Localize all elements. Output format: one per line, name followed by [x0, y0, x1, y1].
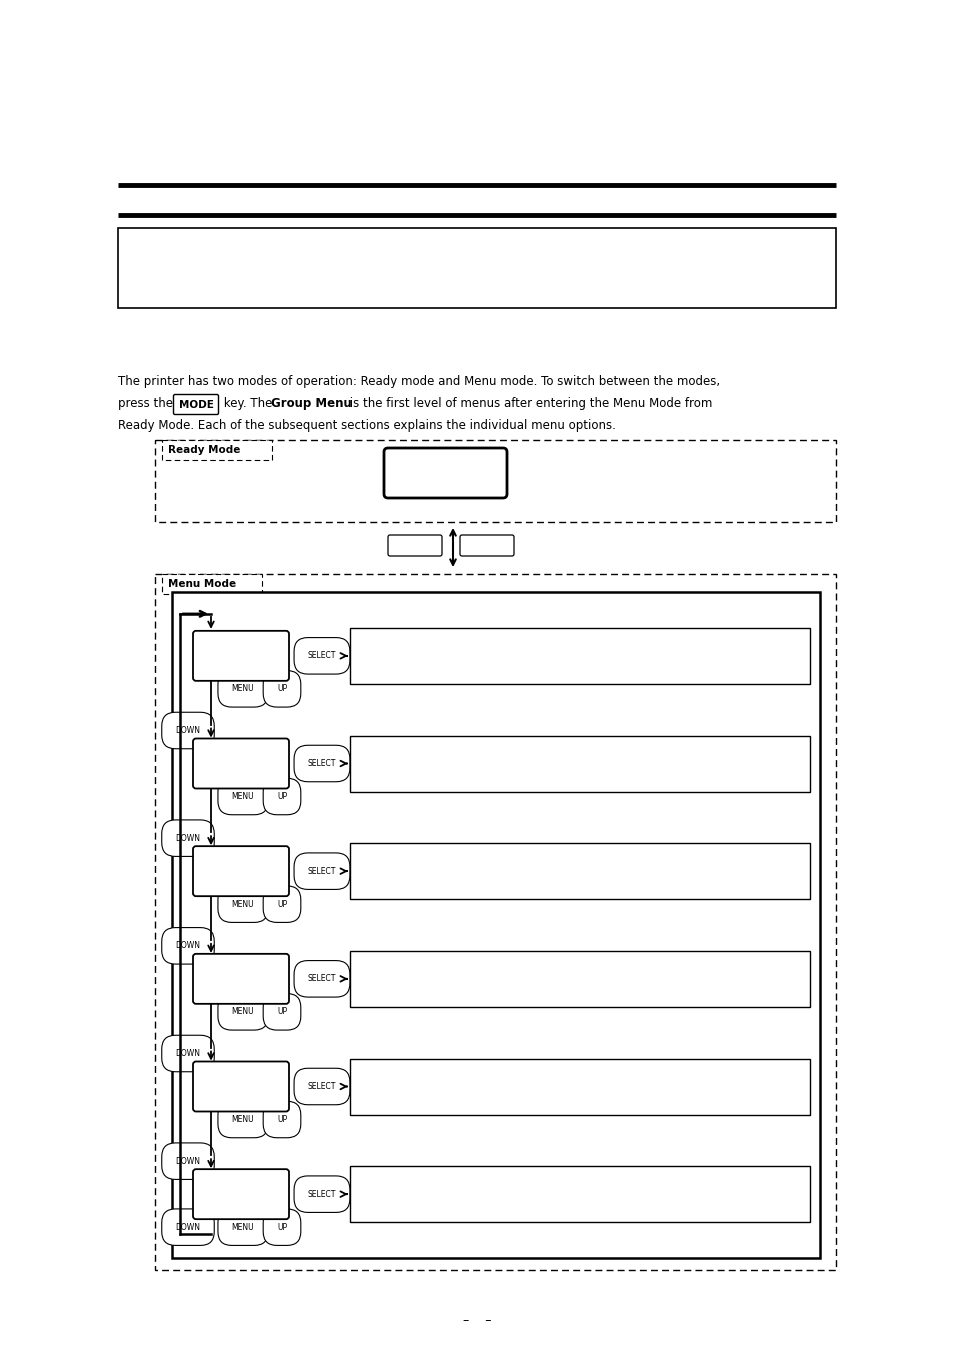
FancyBboxPatch shape — [350, 951, 809, 1006]
Text: or: or — [264, 1008, 272, 1016]
Text: or: or — [264, 685, 272, 693]
Text: perform a head error check. See Section 6.7: perform a head error check. See Section … — [357, 1206, 589, 1216]
FancyBboxPatch shape — [350, 1058, 809, 1115]
Text: Setup: Setup — [202, 662, 241, 671]
Text: memory. See Section 6.6: memory. See Section 6.6 — [357, 1098, 488, 1109]
Text: MENU: MENU — [232, 792, 254, 801]
Text: DOWN: DOWN — [175, 1156, 200, 1166]
Text: * System: * System — [202, 757, 253, 766]
Text: SELECT: SELECT — [308, 867, 335, 875]
Text: MODE: MODE — [178, 400, 213, 409]
Text: UP: UP — [276, 685, 287, 693]
Text: printing method and page format. See Section 6.2: printing method and page format. See Sec… — [357, 667, 620, 678]
Text: SELECT: SELECT — [308, 974, 335, 984]
Text: press the: press the — [118, 397, 176, 409]
FancyBboxPatch shape — [193, 846, 289, 896]
Text: DOWN: DOWN — [175, 725, 200, 735]
FancyBboxPatch shape — [350, 735, 809, 792]
Text: Menu Mode: Menu Mode — [168, 580, 236, 589]
Text: Ready Mode. Each of the subsequent sections explains the individual menu options: Ready Mode. Each of the subsequent secti… — [118, 419, 616, 432]
Text: Set label detection method, sensing level, buzzer,: Set label detection method, sensing leve… — [357, 758, 619, 769]
Text: Produce a configuration printout, test sample or: Produce a configuration printout, test s… — [357, 1189, 609, 1200]
Text: * Page: * Page — [202, 648, 238, 659]
FancyBboxPatch shape — [154, 574, 835, 1270]
Text: label, e.g. tear off, cut or peeling.    See Section 6.4: label, e.g. tear off, cut or peeling. Se… — [357, 884, 627, 893]
FancyBboxPatch shape — [350, 843, 809, 900]
Text: MODE: MODE — [401, 540, 428, 550]
Text: SELECT: SELECT — [308, 651, 335, 661]
Text: Print: Print — [202, 877, 234, 888]
FancyBboxPatch shape — [162, 574, 262, 594]
Text: or: or — [264, 792, 272, 801]
Text: UP: UP — [276, 792, 287, 801]
FancyBboxPatch shape — [384, 449, 506, 499]
FancyBboxPatch shape — [193, 954, 289, 1004]
Text: MENU: MENU — [232, 685, 254, 693]
FancyBboxPatch shape — [459, 535, 514, 557]
Text: READY: READY — [421, 466, 468, 480]
Text: key. The: key. The — [220, 397, 275, 409]
Text: * After: * After — [202, 865, 237, 874]
Text: Set print attributes such as print speed, print darkness,: Set print attributes such as print speed… — [357, 651, 648, 661]
FancyBboxPatch shape — [388, 535, 441, 557]
Text: UP: UP — [276, 1115, 287, 1124]
Text: MENU: MENU — [232, 1008, 254, 1016]
Text: Mode: Mode — [202, 1200, 239, 1210]
FancyBboxPatch shape — [162, 440, 272, 459]
Text: face: face — [202, 985, 233, 994]
Text: Ready Mode: Ready Mode — [168, 444, 240, 455]
FancyBboxPatch shape — [193, 1169, 289, 1219]
Text: MODE: MODE — [473, 540, 500, 550]
FancyBboxPatch shape — [193, 1062, 289, 1112]
Text: DOWN: DOWN — [175, 1048, 200, 1058]
Text: or: or — [264, 1223, 272, 1232]
Text: DOWN: DOWN — [175, 942, 200, 950]
Text: DOWN: DOWN — [175, 1223, 200, 1232]
FancyBboxPatch shape — [173, 394, 218, 415]
Text: or: or — [264, 1115, 272, 1124]
Text: Set up interface parameters for RS-232C serial: Set up interface parameters for RS-232C … — [357, 974, 602, 984]
Text: The printer has two modes of operation: Ready mode and Menu mode. To switch betw: The printer has two modes of operation: … — [118, 376, 720, 388]
Text: UP: UP — [276, 900, 287, 909]
Text: DOWN: DOWN — [175, 834, 200, 843]
Text: MENU: MENU — [232, 1115, 254, 1124]
FancyBboxPatch shape — [350, 628, 809, 684]
Text: SELECT: SELECT — [308, 1082, 335, 1092]
Text: network IP address. See Section 6.5: network IP address. See Section 6.5 — [357, 990, 545, 1001]
FancyBboxPatch shape — [172, 592, 820, 1258]
Text: –    –: – – — [462, 1313, 491, 1327]
Text: or: or — [264, 900, 272, 909]
FancyBboxPatch shape — [350, 1166, 809, 1223]
Text: UP: UP — [276, 1223, 287, 1232]
Text: Setup: Setup — [202, 770, 241, 780]
FancyBboxPatch shape — [193, 631, 289, 681]
Text: MENU: MENU — [232, 900, 254, 909]
Text: Save changes to printer’s configuration permanently in: Save changes to printer’s configuration … — [357, 1082, 647, 1092]
Text: is the first level of menus after entering the Menu Mode from: is the first level of menus after enteri… — [346, 397, 712, 409]
Text: Settings: Settings — [202, 1093, 254, 1102]
Text: SELECT: SELECT — [308, 1190, 335, 1198]
Text: UP: UP — [276, 1008, 287, 1016]
FancyBboxPatch shape — [154, 440, 835, 521]
Text: * Save: * Save — [202, 1079, 238, 1089]
Text: time/date etc. See Section 6.3: time/date etc. See Section 6.3 — [357, 775, 516, 785]
FancyBboxPatch shape — [193, 739, 289, 789]
Text: MENU: MENU — [232, 1223, 254, 1232]
Text: * Inter-: * Inter- — [202, 971, 240, 982]
Text: Group Menu: Group Menu — [271, 397, 352, 409]
FancyBboxPatch shape — [118, 228, 835, 308]
Text: Set what action the printer performs after printing a: Set what action the printer performs aft… — [357, 866, 631, 877]
Text: * Test: * Test — [202, 1188, 233, 1197]
Text: SELECT: SELECT — [308, 759, 335, 767]
